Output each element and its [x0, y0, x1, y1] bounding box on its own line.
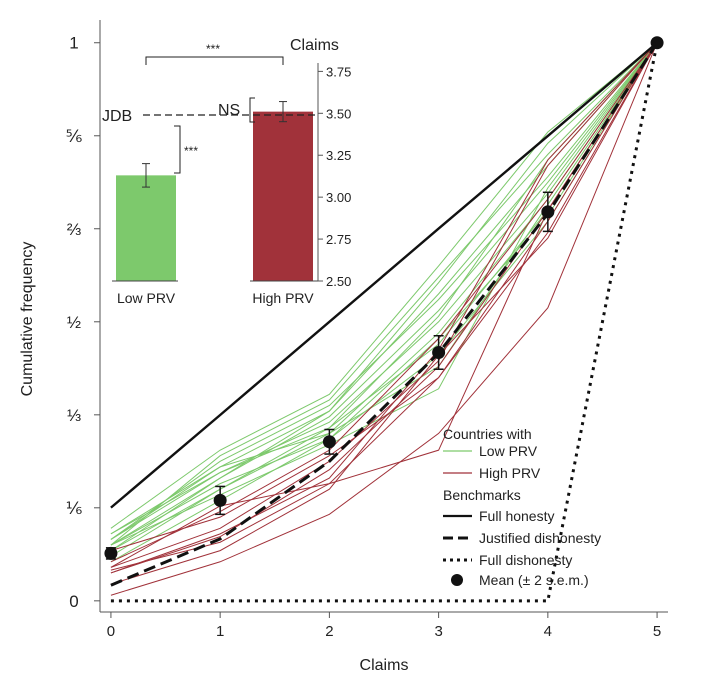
low-vs-jdb-bracket: *** — [174, 125, 198, 174]
mean-points — [104, 36, 664, 560]
low-prv-line-9 — [110, 42, 658, 535]
inset-bar-1 — [253, 111, 313, 281]
inset-y-tick-label-0: 2.50 — [326, 274, 351, 289]
low-prv-line-0 — [110, 42, 658, 529]
high-prv-line-8 — [110, 42, 658, 574]
legend: Countries with Low PRV High PRV Benchmar… — [443, 426, 601, 588]
inset-y-tick-label-1: 2.75 — [326, 232, 351, 247]
y-tick-label-5: ⅚ — [66, 127, 82, 146]
full-honesty-line — [110, 41, 658, 509]
high-prv-line-7 — [110, 42, 658, 563]
x-tick-label-0: 0 — [107, 623, 115, 640]
inset-y-tick-label-4: 3.50 — [326, 106, 351, 121]
inset-y-axis-label: Claims — [290, 37, 339, 54]
inset-bar-0 — [116, 175, 176, 281]
mean-point-0 — [104, 546, 118, 560]
legend-low-prv-label: Low PRV — [479, 443, 538, 459]
jdb-label: JDB — [102, 108, 132, 125]
low-prv-line-3 — [110, 42, 658, 546]
legend-mean-label: Mean (± 2 s.e.m.) — [479, 572, 589, 588]
high-prv-line-2 — [110, 42, 658, 585]
x-tick-label-5: 5 — [653, 623, 661, 640]
low-prv-line-1 — [110, 42, 658, 540]
high-prv-line-0 — [110, 42, 658, 571]
low-prv-line-10 — [110, 42, 658, 552]
inset-y-tick-label-5: 3.75 — [326, 64, 351, 79]
y-tick-label-3: ½ — [67, 313, 81, 332]
high-vs-jdb-bracket-line — [249, 97, 255, 123]
x-tick-label-1: 1 — [216, 623, 224, 640]
jdb-reference: JDB — [102, 108, 318, 125]
legend-high-prv-label: High PRV — [479, 465, 541, 481]
inset-y-tick-label-3: 3.25 — [326, 148, 351, 163]
mean-point-4 — [541, 205, 555, 219]
high-prv-line-6 — [110, 42, 658, 552]
bars-significance-bracket-line — [145, 56, 284, 65]
bars-significance-label: *** — [206, 42, 220, 56]
x-tick-label-4: 4 — [544, 623, 552, 640]
high-prv-line-3 — [110, 42, 658, 568]
y-tick-label-0: 0 — [69, 592, 78, 611]
inset-bars — [112, 101, 318, 282]
legend-full-dishonesty-label: Full dishonesty — [479, 552, 572, 568]
x-tick-label-3: 3 — [434, 623, 442, 640]
high-vs-jdb-bracket: NS — [218, 97, 255, 123]
mean-point-3 — [432, 345, 446, 359]
legend-justified-label: Justified dishonesty — [479, 530, 601, 546]
high-prv-line-1 — [110, 42, 658, 574]
inset-y-axis: 2.50 2.75 3.00 3.25 3.50 3.75 — [317, 63, 351, 289]
mean-point-1 — [213, 493, 227, 507]
full-dishonesty-line — [110, 42, 659, 603]
legend-group2-title: Benchmarks — [443, 487, 521, 503]
x-axis-label: Claims — [360, 657, 409, 674]
inset-y-tick-label-2: 3.00 — [326, 190, 351, 205]
low-prv-series-group — [110, 42, 658, 563]
legend-group1-title: Countries with — [443, 426, 532, 442]
mean-point-2 — [322, 435, 336, 449]
y-axis-label: Cumulative frequency — [19, 242, 36, 397]
low-prv-line-13 — [110, 42, 658, 540]
high-vs-jdb-label: NS — [218, 102, 240, 119]
mean-point-5 — [650, 36, 664, 50]
justified-dishonesty-line — [110, 41, 659, 587]
low-vs-jdb-bracket-line — [174, 125, 181, 174]
inset-bar-chart: 2.50 2.75 3.00 3.25 3.50 3.75 Low PRV High PRV… — [102, 37, 351, 306]
benchmark-lines — [110, 41, 659, 603]
low-prv-line-2 — [110, 42, 658, 546]
y-tick-label-1: ⅙ — [66, 499, 82, 518]
low-prv-line-6 — [110, 42, 658, 557]
high-prv-series-group — [110, 42, 658, 596]
high-prv-line-5 — [110, 42, 658, 568]
main-axes: 0 ⅙ ⅓ ½ ⅔ ⅚ 1 0 1 2 3 4 5 — [66, 20, 668, 640]
inset-category-labels: Low PRV High PRV — [117, 290, 314, 306]
y-tick-label-4: ⅔ — [67, 220, 81, 239]
inset-category-label-0: Low PRV — [117, 290, 176, 306]
legend-mean-marker — [451, 574, 463, 586]
x-tick-label-2: 2 — [325, 623, 333, 640]
bars-significance-bracket: *** — [145, 42, 284, 65]
high-prv-line-4 — [110, 42, 658, 596]
low-prv-line-7 — [110, 42, 658, 540]
low-vs-jdb-label: *** — [184, 144, 198, 158]
inset-category-label-1: High PRV — [252, 290, 314, 306]
y-tick-label-2: ⅓ — [67, 406, 81, 425]
low-prv-line-5 — [110, 42, 658, 535]
main-line-chart: 0 ⅙ ⅓ ½ ⅔ ⅚ 1 0 1 2 3 4 5 Claims Cumulative frequenc… — [19, 20, 668, 674]
y-tick-label-6: 1 — [69, 34, 78, 53]
legend-full-honesty-label: Full honesty — [479, 508, 554, 524]
